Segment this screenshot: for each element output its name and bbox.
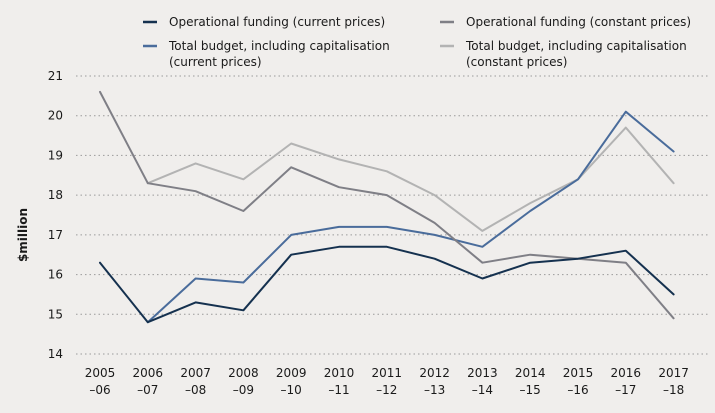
x-tick-label-line: 2011 [372,366,403,380]
legend-label: Total budget, including capitalisation (c… [168,39,390,69]
x-tick-label: 2012 –13 [419,366,450,397]
x-tick-label: 2005 –06 [85,366,116,397]
y-axis: 14 15 16 17 18 19 20 21 [48,69,63,361]
x-tick-label: 2017 –18 [658,366,689,397]
x-tick-label-line: 2014 [515,366,546,380]
x-tick-label-line: 2007 [180,366,211,380]
x-tick-label: 2014 –15 [515,366,546,397]
x-tick-label-line: –06 [89,383,110,397]
x-tick-label-line: –17 [615,383,636,397]
x-tick-label: 2009 –10 [276,366,307,397]
legend-item: Operational funding (constant prices) [440,15,691,29]
y-tick-label: 16 [48,268,63,282]
y-axis-label: $million [16,208,30,262]
legend-label-line: Operational funding (constant prices) [466,15,691,29]
x-tick-label: 2010 –11 [324,366,355,397]
legend-label-line: Operational funding (current prices) [169,15,385,29]
x-tick-label-line: 2012 [419,366,450,380]
x-tick-label-line: –16 [567,383,588,397]
legend-label-line: (current prices) [169,55,262,69]
legend: Operational funding (current prices) Oper… [143,15,691,69]
y-tick-label: 19 [48,148,63,162]
x-axis: 2005 –06 2006 –07 2007 –08 2008 –09 2009 –10 2010 –… [85,366,689,397]
legend-item: Total budget, including capitalisation (c… [440,39,687,69]
legend-label: Operational funding (current prices) [169,15,385,29]
x-tick-label-line: –07 [137,383,158,397]
x-tick-label-line: –13 [424,383,445,397]
legend-label-line: (constant prices) [466,55,567,69]
x-tick-label: 2013 –14 [467,366,498,397]
legend-label-line: Total budget, including capitalisation [168,39,390,53]
x-tick-label-line: –14 [472,383,493,397]
x-tick-label-line: –10 [281,383,302,397]
x-tick-label-line: 2017 [658,366,689,380]
x-tick-label-line: –12 [376,383,397,397]
y-tick-label: 20 [48,109,63,123]
x-tick-label-line: –18 [663,383,684,397]
x-tick-label-line: –11 [328,383,349,397]
legend-label: Operational funding (constant prices) [466,15,691,29]
x-tick-label-line: 2016 [611,366,642,380]
legend-label-line: Total budget, including capitalisation [465,39,687,53]
x-tick-label-line: 2013 [467,366,498,380]
series-line-4 [146,126,675,232]
x-tick-label-line: –15 [520,383,541,397]
x-tick-label: 2011 –12 [372,366,403,397]
x-tick-label-line: –09 [233,383,254,397]
y-tick-label: 15 [48,307,63,321]
series-line-1 [99,245,675,324]
x-tick-label: 2016 –17 [611,366,642,397]
y-tick-label: 18 [48,188,63,202]
x-tick-label-line: 2005 [85,366,116,380]
plot-area [99,90,675,324]
x-tick-label-line: 2010 [324,366,355,380]
x-tick-label-line: 2006 [133,366,164,380]
series-line-2 [99,90,675,320]
legend-label: Total budget, including capitalisation (c… [465,39,687,69]
y-tick-label: 14 [48,347,63,361]
y-tick-label: 21 [48,69,63,83]
x-tick-label: 2015 –16 [563,366,594,397]
x-tick-label: 2006 –07 [133,366,164,397]
x-tick-label-line: 2009 [276,366,307,380]
legend-item: Operational funding (current prices) [143,15,385,29]
x-tick-label-line: 2008 [228,366,259,380]
x-tick-label: 2008 –09 [228,366,259,397]
legend-item: Total budget, including capitalisation (c… [143,39,390,69]
x-tick-label-line: –08 [185,383,206,397]
x-tick-label-line: 2015 [563,366,594,380]
x-tick-label: 2007 –08 [180,366,211,397]
series-line-3 [146,110,675,324]
y-tick-label: 17 [48,228,63,242]
